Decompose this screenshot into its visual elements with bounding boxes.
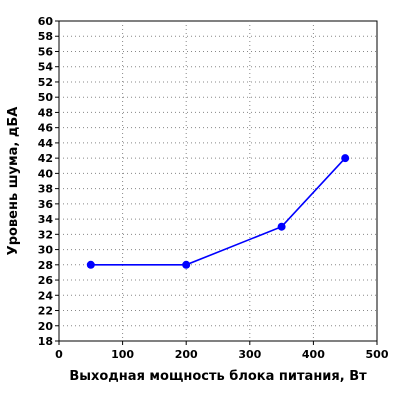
y-tick-label: 40 <box>38 167 54 180</box>
y-tick-label: 46 <box>38 122 54 135</box>
plot-area <box>58 20 378 342</box>
data-point <box>341 154 350 163</box>
y-tick-label: 20 <box>38 320 54 333</box>
y-tick-label: 22 <box>38 305 53 318</box>
x-tick-label: 100 <box>111 348 134 361</box>
y-tick-label: 58 <box>38 30 53 43</box>
y-tick-label: 38 <box>38 183 53 196</box>
y-tick-label: 28 <box>38 259 53 272</box>
y-tick-label: 52 <box>38 76 53 89</box>
x-tick-label: 400 <box>302 348 325 361</box>
y-tick-label: 50 <box>38 91 54 104</box>
y-tick-label: 56 <box>38 45 54 58</box>
y-tick-label: 42 <box>38 152 53 165</box>
x-tick-label: 500 <box>366 348 389 361</box>
y-tick-label: 18 <box>38 335 53 348</box>
x-tick-label: 0 <box>55 348 63 361</box>
data-point <box>86 260 95 269</box>
data-point <box>277 222 286 231</box>
y-tick-label: 32 <box>38 228 53 241</box>
y-tick-label: 30 <box>38 244 54 257</box>
y-axis-title: Уровень шума, дБА <box>6 107 21 256</box>
y-tick-label: 48 <box>38 106 53 119</box>
y-tick-label: 54 <box>38 61 54 74</box>
y-tick-label: 60 <box>38 15 54 28</box>
tick-layer: 18 20 22 24 26 28 30 32 34 36 38 40 42 44 46 48 50 52 54 56… <box>38 15 389 361</box>
data-point <box>182 260 191 269</box>
series-line <box>90 157 346 266</box>
grid-layer <box>59 21 377 341</box>
series-layer <box>86 154 350 269</box>
y-tick-label: 36 <box>38 198 54 211</box>
x-axis-title: Выходная мощность блока питания, Вт <box>69 369 367 384</box>
y-tick-label: 26 <box>38 274 54 287</box>
x-tick-label: 300 <box>238 348 261 361</box>
y-tick-label: 24 <box>38 289 54 302</box>
y-tick-label: 44 <box>38 137 54 150</box>
y-tick-label: 34 <box>38 213 54 226</box>
x-tick-label: 200 <box>175 348 198 361</box>
